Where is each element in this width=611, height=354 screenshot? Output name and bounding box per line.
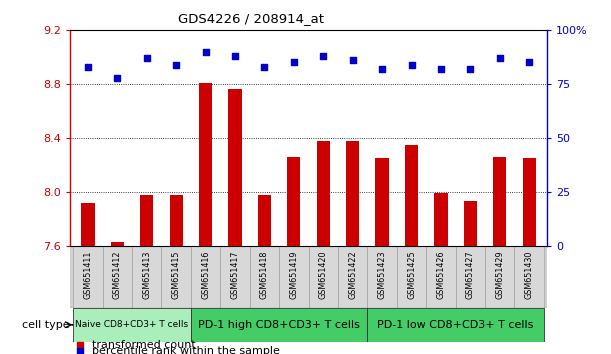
Bar bbox=[161, 246, 191, 308]
Text: transformed count: transformed count bbox=[92, 340, 196, 350]
Text: GSM651429: GSM651429 bbox=[496, 250, 504, 299]
Text: GSM651425: GSM651425 bbox=[407, 250, 416, 299]
Bar bbox=[199, 83, 212, 246]
Point bbox=[112, 75, 122, 80]
Text: GSM651419: GSM651419 bbox=[290, 250, 298, 299]
Bar bbox=[73, 308, 191, 342]
Bar bbox=[279, 246, 309, 308]
Bar bbox=[456, 246, 485, 308]
Text: PD-1 low CD8+CD3+ T cells: PD-1 low CD8+CD3+ T cells bbox=[378, 320, 534, 330]
Bar bbox=[493, 157, 507, 246]
Text: GSM651412: GSM651412 bbox=[113, 250, 122, 299]
Bar bbox=[316, 141, 330, 246]
Bar bbox=[397, 246, 426, 308]
Bar bbox=[73, 246, 103, 308]
Bar bbox=[464, 201, 477, 246]
Point bbox=[407, 62, 417, 68]
Bar bbox=[405, 145, 418, 246]
Bar bbox=[81, 203, 95, 246]
Point bbox=[466, 66, 475, 72]
Point bbox=[495, 55, 505, 61]
Point bbox=[318, 53, 328, 59]
Text: GSM651430: GSM651430 bbox=[525, 250, 533, 299]
Bar bbox=[309, 246, 338, 308]
Text: GSM651423: GSM651423 bbox=[378, 250, 387, 299]
Bar bbox=[111, 242, 124, 246]
Bar bbox=[426, 246, 456, 308]
Bar bbox=[229, 90, 241, 246]
Bar bbox=[514, 246, 544, 308]
Bar bbox=[522, 158, 536, 246]
Text: Naive CD8+CD3+ T cells: Naive CD8+CD3+ T cells bbox=[76, 320, 189, 329]
Text: cell type: cell type bbox=[22, 320, 70, 330]
Text: GSM651418: GSM651418 bbox=[260, 250, 269, 299]
Point bbox=[436, 66, 446, 72]
Bar bbox=[103, 246, 132, 308]
Point bbox=[260, 64, 269, 70]
Point bbox=[524, 59, 534, 65]
Point bbox=[377, 66, 387, 72]
Text: GSM651420: GSM651420 bbox=[319, 250, 327, 299]
Text: GSM651417: GSM651417 bbox=[230, 250, 240, 299]
Text: percentile rank within the sample: percentile rank within the sample bbox=[92, 346, 280, 354]
Point bbox=[348, 57, 357, 63]
Text: GSM651415: GSM651415 bbox=[172, 250, 181, 299]
Bar bbox=[221, 246, 250, 308]
Text: PD-1 high CD8+CD3+ T cells: PD-1 high CD8+CD3+ T cells bbox=[198, 320, 360, 330]
Title: GDS4226 / 208914_at: GDS4226 / 208914_at bbox=[178, 12, 324, 25]
Bar bbox=[376, 158, 389, 246]
Point bbox=[83, 64, 93, 70]
Text: GSM651413: GSM651413 bbox=[142, 250, 152, 299]
Bar bbox=[132, 246, 161, 308]
Bar bbox=[191, 308, 367, 342]
Bar bbox=[287, 157, 301, 246]
Text: GSM651427: GSM651427 bbox=[466, 250, 475, 299]
Point bbox=[230, 53, 240, 59]
Text: GSM651416: GSM651416 bbox=[201, 250, 210, 299]
Bar bbox=[346, 141, 359, 246]
Point bbox=[200, 49, 210, 55]
Bar bbox=[434, 193, 448, 246]
Point bbox=[142, 55, 152, 61]
Bar bbox=[250, 246, 279, 308]
Bar bbox=[338, 246, 367, 308]
Bar bbox=[191, 246, 221, 308]
Text: GSM651426: GSM651426 bbox=[436, 250, 445, 299]
Point bbox=[289, 59, 299, 65]
Bar bbox=[170, 195, 183, 246]
Point bbox=[171, 62, 181, 68]
Bar bbox=[367, 246, 397, 308]
Bar bbox=[140, 195, 153, 246]
Bar bbox=[485, 246, 514, 308]
Bar bbox=[367, 308, 544, 342]
Text: GSM651422: GSM651422 bbox=[348, 250, 357, 299]
Text: GSM651411: GSM651411 bbox=[84, 250, 92, 299]
Bar bbox=[258, 195, 271, 246]
